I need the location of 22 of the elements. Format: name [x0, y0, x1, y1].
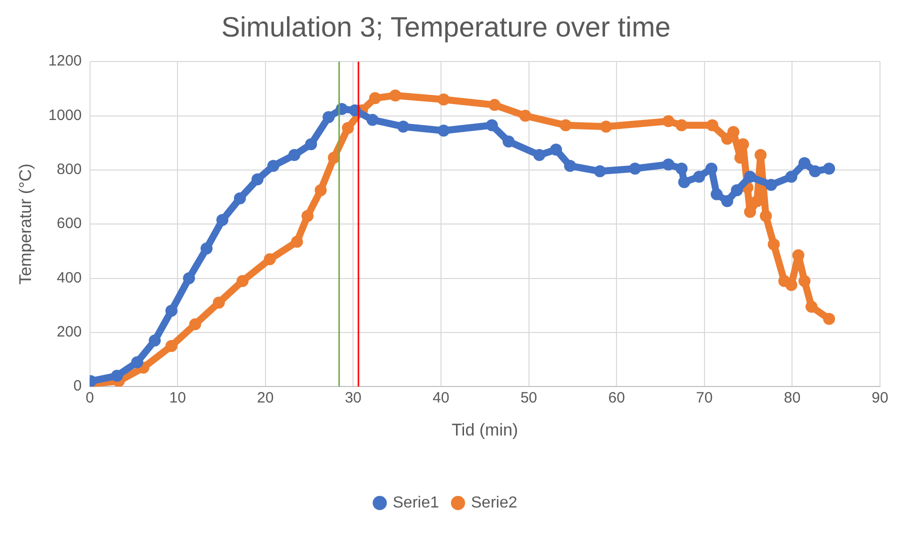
x-tick-label: 60: [608, 390, 625, 407]
x-tick-label: 30: [344, 390, 362, 407]
x-tick-label: 10: [169, 390, 186, 407]
x-tick-label: 50: [520, 390, 538, 407]
chart-title: Simulation 3; Temperature over time: [221, 12, 671, 43]
x-tick-label: 70: [696, 390, 713, 407]
legend-label: Serie1: [392, 494, 440, 512]
y-tick-label: 0: [73, 378, 82, 395]
x-tick-label: 80: [784, 390, 801, 407]
x-tick-label: 0: [86, 390, 94, 407]
y-tick-label: 600: [56, 215, 82, 232]
y-tick-label: 800: [56, 161, 82, 178]
x-tick-label: 20: [257, 390, 274, 407]
y-axis-title: Temperatur (°C): [16, 164, 35, 285]
x-axis-title: Tid (min): [452, 420, 518, 440]
y-tick-label: 200: [56, 324, 82, 341]
x-tick-label: 90: [872, 390, 888, 407]
y-tick-label: 400: [56, 269, 82, 286]
y-tick-label: 1200: [48, 52, 82, 70]
x-tick-label: 40: [432, 390, 450, 407]
y-tick-label: 1000: [48, 106, 82, 124]
legend-label: Serie2: [471, 494, 518, 512]
